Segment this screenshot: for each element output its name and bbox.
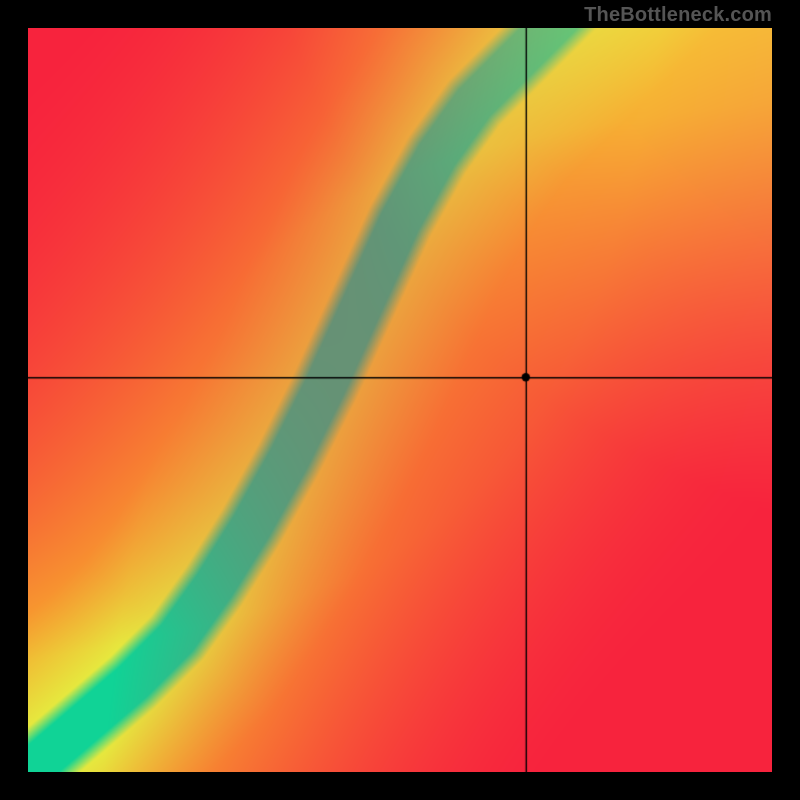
heatmap-canvas (28, 28, 772, 772)
heatmap-plot (28, 28, 772, 772)
chart-container: TheBottleneck.com (0, 0, 800, 800)
attribution-label: TheBottleneck.com (584, 4, 772, 27)
